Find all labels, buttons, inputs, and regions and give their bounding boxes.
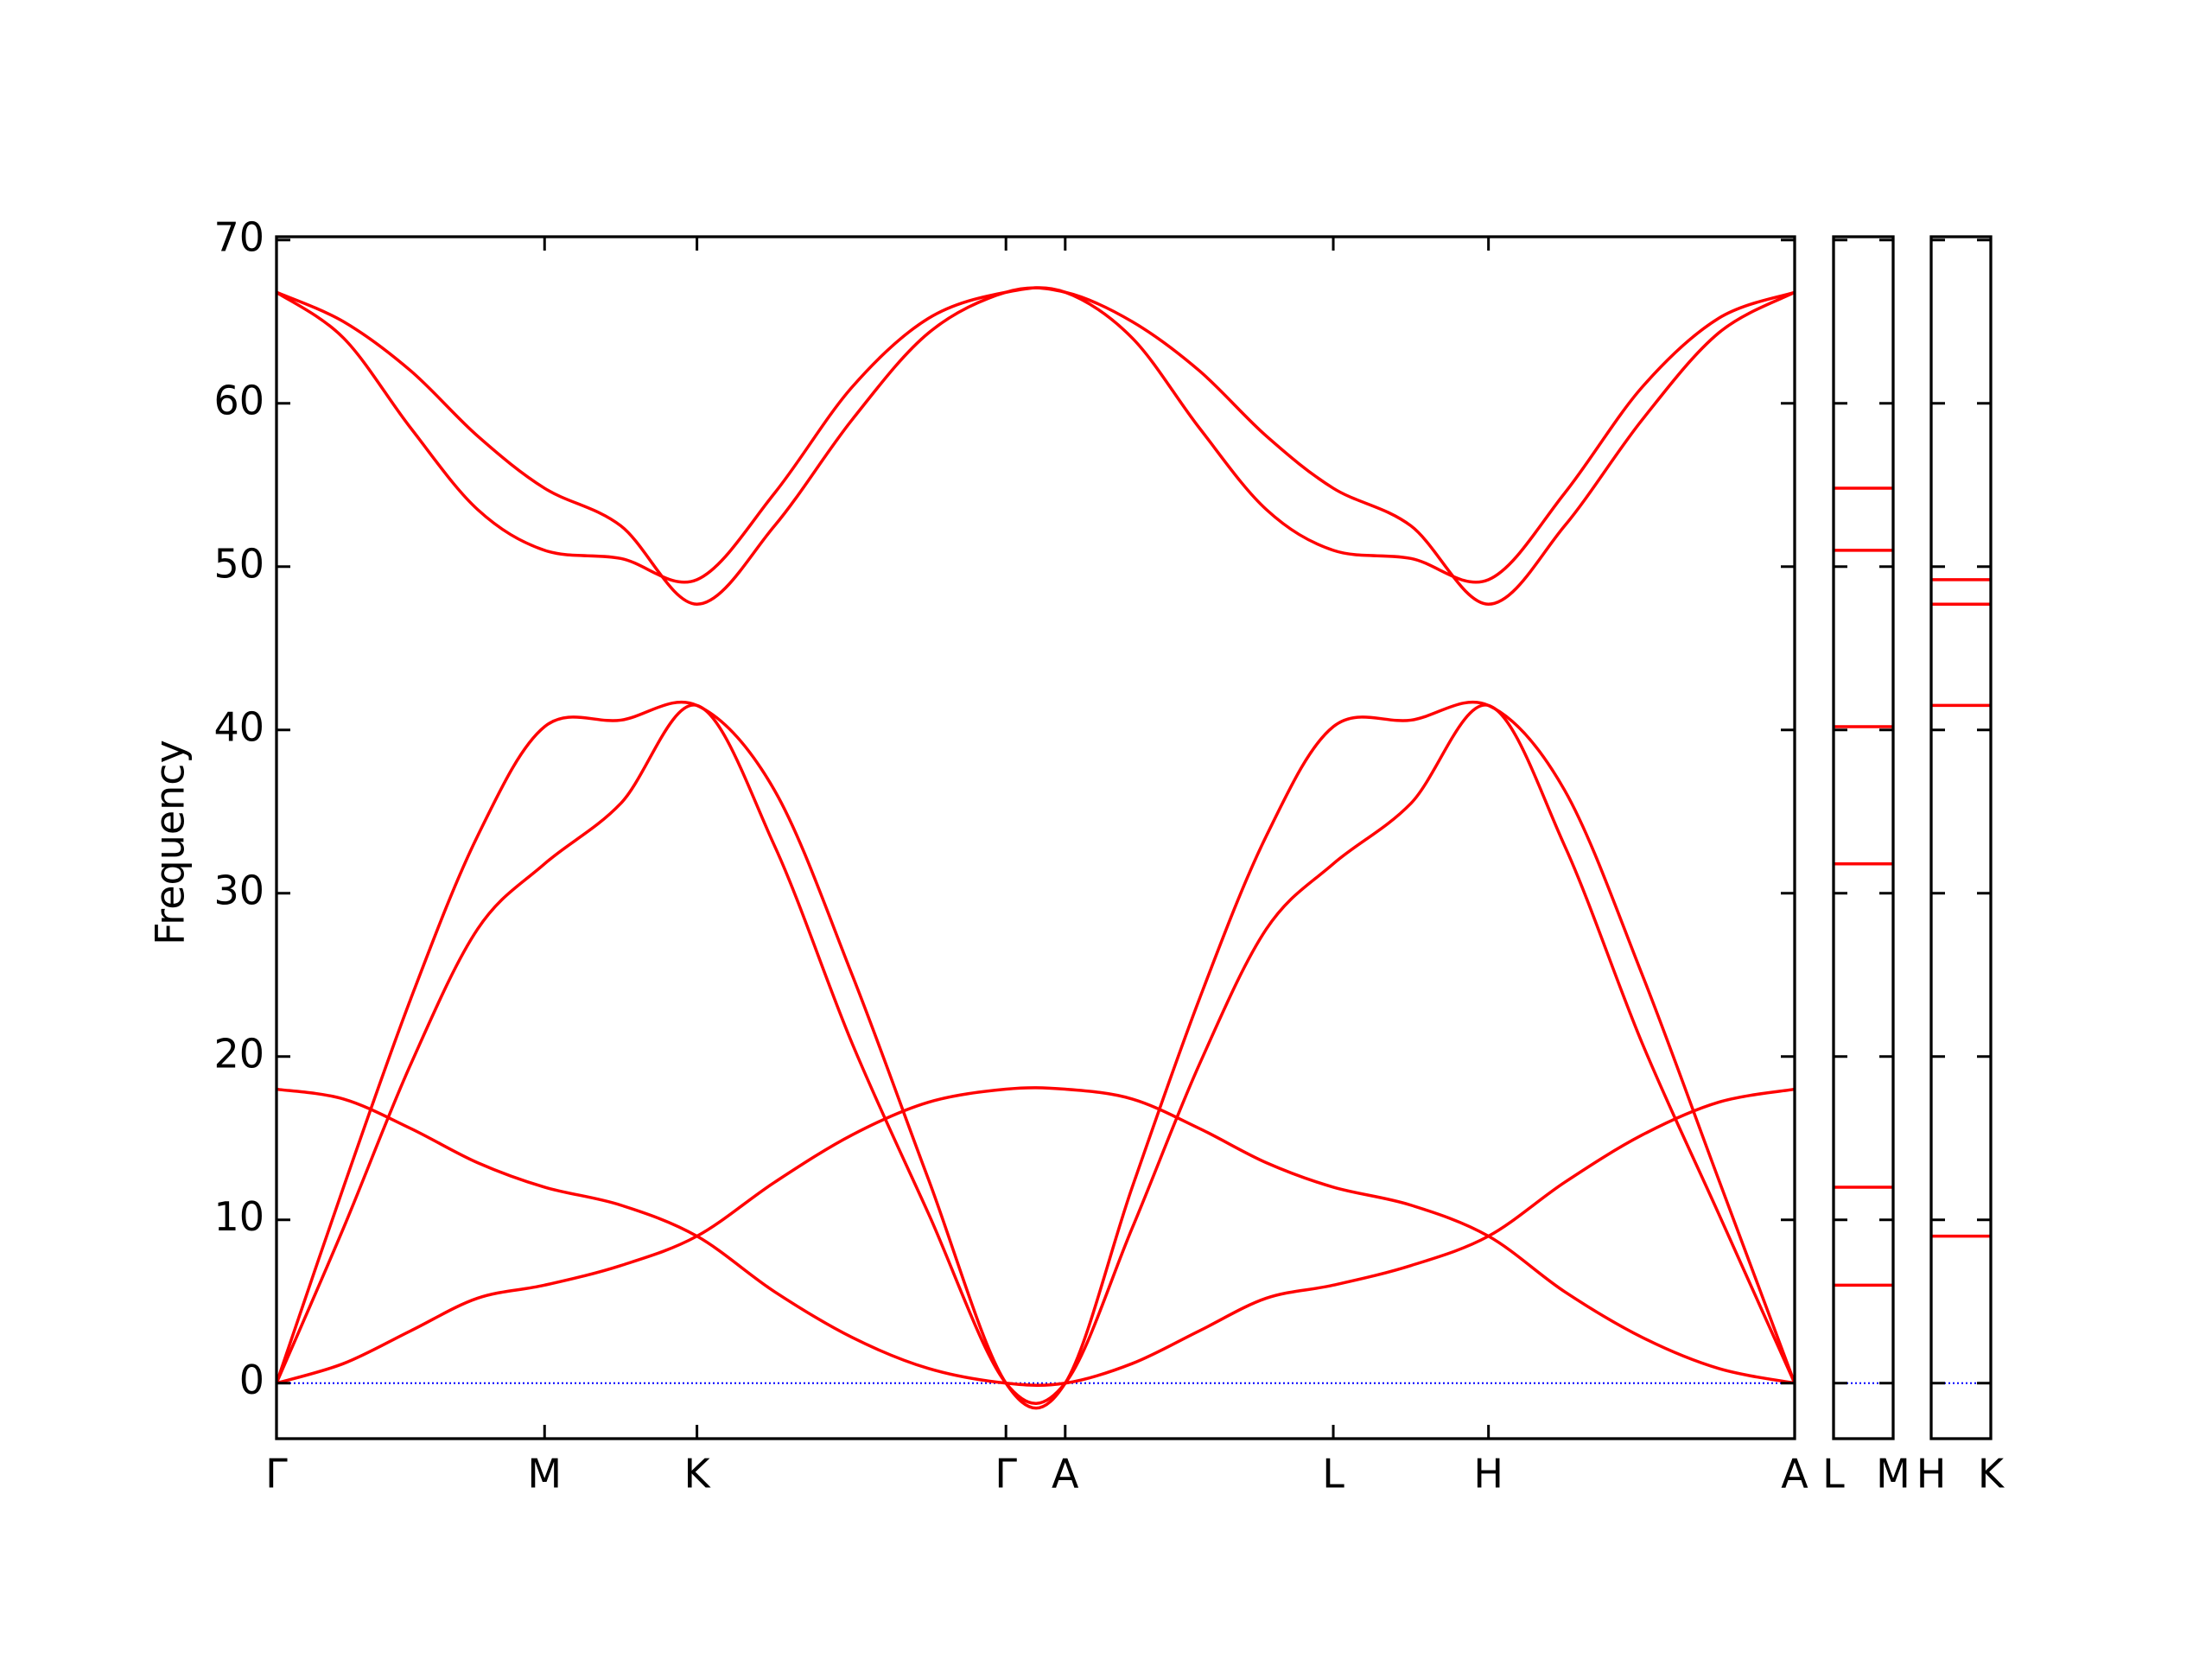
band-line: [275, 703, 1796, 1405]
x-tick-label: K: [1978, 1451, 2005, 1497]
y-axis-label: Frequency: [147, 740, 194, 945]
y-tick-label: 0: [239, 1357, 264, 1403]
y-tick-label: 20: [213, 1030, 264, 1077]
band-line: [276, 1087, 1796, 1387]
x-tick-label: H: [1916, 1451, 1947, 1497]
band-line: [275, 700, 1796, 1410]
y-tick-label: 70: [213, 213, 264, 260]
y-tick-label: 30: [213, 867, 264, 913]
x-tick-label: K: [684, 1451, 712, 1497]
x-tick-label: A: [1781, 1451, 1808, 1497]
y-tick-label: 60: [213, 377, 264, 423]
band-line: [276, 1086, 1796, 1385]
x-tick-label: M: [1876, 1451, 1910, 1497]
y-tick-label: 40: [213, 703, 264, 750]
x-tick-label: M: [527, 1451, 562, 1497]
x-tick-label: L: [1822, 1451, 1845, 1497]
x-tick-label: Γ: [995, 1451, 1017, 1497]
x-tick-label: H: [1473, 1451, 1503, 1497]
y-tick-label: 50: [213, 540, 264, 587]
x-tick-label: L: [1322, 1451, 1344, 1497]
band-line: [276, 286, 1796, 606]
y-tick-label: 10: [213, 1193, 264, 1240]
x-tick-label: A: [1052, 1451, 1079, 1497]
plot-frame: [1832, 235, 1895, 1440]
plot-frame: [275, 235, 1796, 1440]
band-line: [276, 286, 1796, 584]
x-tick-label: Γ: [265, 1451, 288, 1497]
plot-frame: [1929, 235, 1993, 1440]
